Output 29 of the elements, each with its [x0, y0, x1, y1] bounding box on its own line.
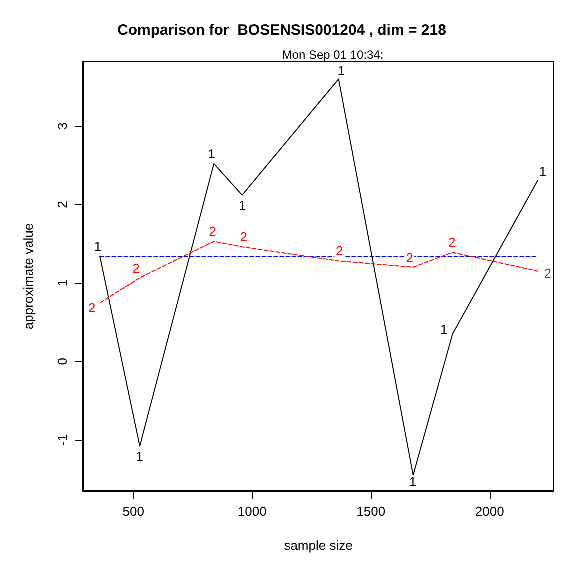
x-tick-label: 1500	[356, 504, 386, 519]
y-tick-label: 2	[55, 201, 70, 208]
chart-subtitle: Mon Sep 01 10:34:	[282, 48, 384, 62]
x-tick-label: 1000	[238, 504, 267, 519]
text: 1	[94, 239, 102, 254]
text: 2	[544, 266, 552, 282]
text: 2	[448, 235, 456, 250]
line-series	[100, 78, 539, 476]
text: 1	[238, 198, 246, 213]
text: 2	[132, 261, 140, 276]
y-tick-label: -1	[55, 434, 70, 446]
y-tick-label: 3	[55, 122, 70, 130]
text: 2	[240, 230, 248, 245]
series-label: 1	[338, 64, 345, 78]
chart-title: Comparison for BOSENSIS001204 , dim = 218	[118, 22, 446, 39]
text: 1	[136, 448, 144, 464]
y-tick-label: 1	[55, 280, 70, 287]
x-tick-label: 2000	[475, 504, 504, 519]
text: 1	[440, 322, 448, 337]
text: 1	[409, 474, 417, 490]
text: 2	[209, 224, 216, 240]
x-axis-title: sample size	[284, 538, 353, 553]
text: 2	[88, 300, 96, 316]
text: 2	[336, 244, 344, 259]
text: 1	[208, 146, 216, 162]
y-axis-title: approximate value	[21, 223, 36, 330]
text: 1	[539, 164, 547, 180]
x-tick-label: 500	[122, 504, 144, 519]
y-tick-label: 0	[55, 358, 70, 366]
